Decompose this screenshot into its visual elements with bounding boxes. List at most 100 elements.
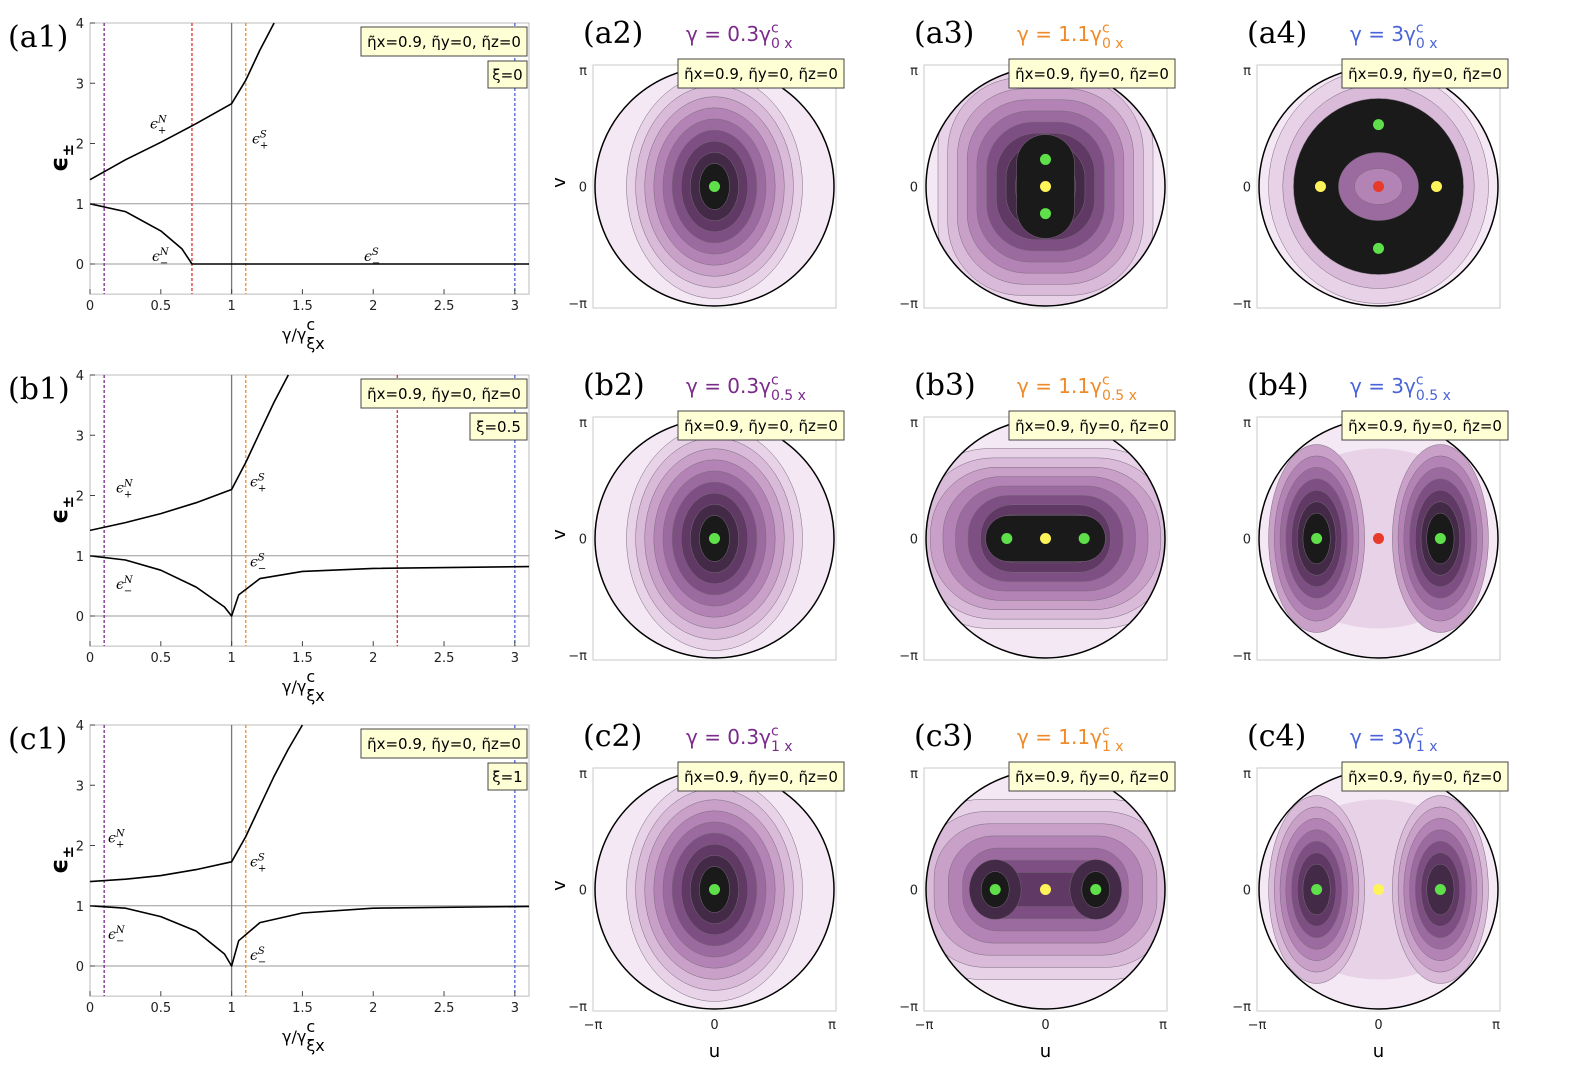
yellow-critical-point — [1431, 181, 1443, 192]
param-box-text: η̃x=0.9, η̃y=0, η̃z=0 — [684, 65, 838, 83]
v-tick-label: π — [579, 64, 587, 79]
x-tick-label: 1.5 — [292, 651, 313, 666]
panel-label: (c4) — [1247, 719, 1306, 754]
param-box: η̃x=0.9, η̃y=0, η̃z=0 — [1341, 58, 1509, 89]
panel-label: (c1) — [8, 722, 67, 757]
v-tick-label: −π — [568, 297, 587, 312]
curve-eps-minus — [89, 905, 530, 967]
y-tick-label: 4 — [76, 17, 84, 32]
curve-eps-plus — [89, 22, 275, 181]
x-tick-label: 2.5 — [434, 1001, 455, 1016]
v-tick-label: π — [1243, 767, 1251, 782]
red-critical-point — [1373, 533, 1384, 544]
map-panel: π 0 −π −π 0 π u (c4) γ = 3γc 1 x η̃x=0.9, η̃y=0, η… — [1232, 719, 1509, 1062]
yellow-critical-point — [1040, 884, 1051, 895]
param-box-text: η̃x=0.9, η̃y=0, η̃z=0 — [684, 768, 838, 786]
curve-label: ϵN − — [108, 925, 126, 947]
curve-eps-plus — [89, 374, 290, 532]
param-box: η̃x=0.9, η̃y=0, η̃z=0 — [1341, 410, 1509, 441]
x-axis-label: γ/γc ξx — [282, 1017, 325, 1055]
plot-frame — [89, 724, 530, 997]
y-tick-label: 4 — [76, 719, 84, 734]
x-tick-label: 0 — [86, 1001, 94, 1016]
curve-label: ϵS − — [364, 247, 380, 269]
v-tick-label: −π — [1232, 1000, 1251, 1015]
y-tick-label: 2 — [76, 840, 84, 855]
density-map — [1259, 67, 1498, 306]
green-critical-point — [709, 181, 720, 192]
red-critical-point — [1373, 181, 1384, 192]
param-box: η̃x=0.9, η̃y=0, η̃z=0 — [360, 378, 528, 409]
curve-label: ϵS + — [252, 130, 268, 152]
x-tick-label: 2 — [369, 651, 377, 666]
xi-box: ξ=1 — [487, 762, 528, 791]
param-box-bg — [1341, 761, 1509, 792]
green-critical-point — [1040, 153, 1051, 165]
x-tick-label: 1.5 — [292, 299, 313, 314]
param-box-text: η̃x=0.9, η̃y=0, η̃z=0 — [367, 33, 521, 51]
param-box-text: η̃x=0.9, η̃y=0, η̃z=0 — [1015, 417, 1169, 435]
panel-title: γ = 3γc 1 x — [1350, 724, 1438, 756]
param-box-bg — [360, 728, 528, 759]
map-panel: π 0 −π v (b2) γ = 0.3γc 0.5 x η̃x=0.9, η̃y=0, η… — [549, 368, 845, 664]
param-box-bg — [1341, 410, 1509, 441]
green-critical-point — [1078, 533, 1090, 544]
u-tick-label: −π — [584, 1018, 603, 1033]
y-tick-label: 0 — [76, 258, 84, 273]
panel-title: γ = 0.3γc 0 x — [686, 21, 793, 53]
u-tick-label: π — [1159, 1018, 1167, 1033]
map-panel: π 0 −π (a4) γ = 3γc 0 x η̃x=0.9, η̃y=0, η̃z=0 — [1232, 16, 1509, 312]
green-critical-point — [1311, 533, 1323, 544]
v-tick-label: −π — [568, 649, 587, 664]
x-tick-label: 2.5 — [434, 299, 455, 314]
x-tick-label: 0 — [86, 299, 94, 314]
x-tick-label: 2.5 — [434, 651, 455, 666]
v-tick-label: −π — [899, 1000, 918, 1015]
x-tick-label: 2 — [369, 1001, 377, 1016]
x-axis-label: γ/γc ξx — [282, 667, 325, 705]
green-critical-point — [1434, 533, 1446, 544]
y-axis-label: ϵ± — [45, 846, 77, 874]
curve-label: ϵN + — [108, 829, 126, 851]
green-critical-point — [1001, 533, 1013, 544]
y-tick-label: 4 — [76, 369, 84, 384]
v-tick-label: 0 — [1243, 884, 1251, 899]
panel-label: (b3) — [914, 368, 976, 403]
x-tick-label: 1 — [227, 1001, 235, 1016]
x-tick-label: 0.5 — [150, 651, 171, 666]
v-tick-label: −π — [899, 649, 918, 664]
x-tick-label: 0 — [86, 651, 94, 666]
u-tick-label: −π — [1248, 1018, 1267, 1033]
panel-label: (b2) — [583, 368, 645, 403]
map-panel: π 0 −π −π 0 π u (c3) γ = 1.1γc 1 x η̃x=0.9, η̃y=0,… — [899, 719, 1176, 1062]
xi-box-bg — [487, 762, 528, 791]
panel-label: (c2) — [583, 719, 642, 754]
param-box: η̃x=0.9, η̃y=0, η̃z=0 — [677, 410, 845, 441]
u-tick-label: π — [828, 1018, 836, 1033]
curve-eps-minus — [89, 203, 529, 265]
green-critical-point — [989, 884, 1001, 895]
u-tick-label: π — [1492, 1018, 1500, 1033]
y-axis-label: ϵ± — [45, 144, 77, 172]
x-tick-label: 0.5 — [150, 1001, 171, 1016]
x-tick-label: 3 — [511, 651, 519, 666]
v-tick-label: π — [1243, 416, 1251, 431]
xi-box-bg — [487, 60, 528, 89]
param-box: η̃x=0.9, η̃y=0, η̃z=0 — [1008, 410, 1176, 441]
energy-panel: 0 0.5 1 1.5 2 2.5 3 0 1 2 3 4 (c1) ϵ± γ/γc ξx η̃x=0.9, η… — [8, 719, 530, 1055]
panel-label: (a1) — [8, 20, 68, 55]
v-tick-label: π — [579, 416, 587, 431]
v-axis-label: v — [549, 880, 570, 891]
green-critical-point — [1373, 119, 1384, 131]
yellow-critical-point — [1373, 884, 1384, 895]
xi-box-text: ξ=1 — [492, 768, 522, 786]
curve-eps-minus — [89, 555, 530, 617]
v-tick-label: π — [910, 416, 918, 431]
param-box-text: η̃x=0.9, η̃y=0, η̃z=0 — [367, 735, 521, 753]
param-box: η̃x=0.9, η̃y=0, η̃z=0 — [1341, 761, 1509, 792]
x-tick-label: 1.5 — [292, 1001, 313, 1016]
param-box-bg — [360, 26, 528, 57]
param-box-text: η̃x=0.9, η̃y=0, η̃z=0 — [684, 417, 838, 435]
param-box-text: η̃x=0.9, η̃y=0, η̃z=0 — [1015, 65, 1169, 83]
